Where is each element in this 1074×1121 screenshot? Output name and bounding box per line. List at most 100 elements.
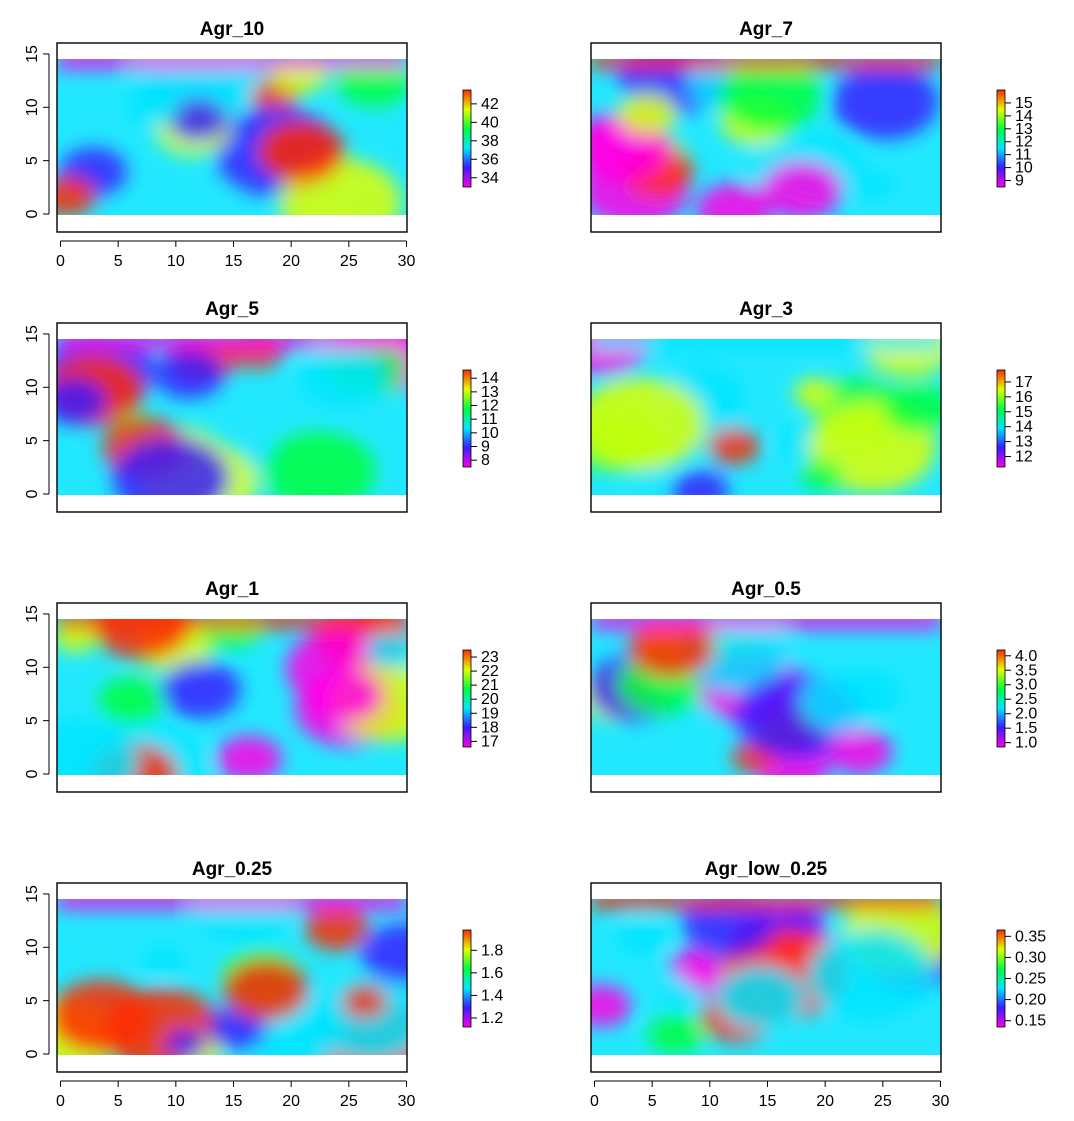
x-tick-label: 10 <box>167 1093 185 1110</box>
colorbar-label: 9 <box>481 439 490 456</box>
panel-title: Agr_0.5 <box>731 579 801 600</box>
panel-agr-low-0-25: Agr_low_0.25 0 5 10 15 20 25 30 0.15 0.20 0.25 0.30… <box>590 859 1046 1110</box>
panel-frame <box>56 42 408 233</box>
y-tick-label: 15 <box>24 325 41 343</box>
y-tick-label: 10 <box>24 98 41 116</box>
colorbar-label: 14 <box>1015 108 1033 125</box>
colorbar-bar <box>462 929 472 1028</box>
colorbar-label: 0.15 <box>1015 1013 1046 1030</box>
panel-frame <box>590 882 942 1073</box>
x-tick-label: 5 <box>114 253 123 270</box>
colorbar-label: 11 <box>481 411 498 428</box>
colorbar-label: 40 <box>481 114 499 131</box>
colorbar-label: 1.5 <box>1015 720 1037 737</box>
y-tick-label: 15 <box>24 885 41 903</box>
colorbar-bar <box>996 369 1006 468</box>
colorbar-label: 0.35 <box>1015 928 1046 945</box>
colorbar-label: 8 <box>481 452 490 469</box>
panel-title: Agr_0.25 <box>192 859 273 880</box>
x-tick-label: 25 <box>340 1093 358 1110</box>
y-tick-label: 10 <box>24 938 41 956</box>
y-tick-label: 0 <box>24 1049 41 1058</box>
x-tick-label: 15 <box>225 1093 243 1110</box>
panel-frame <box>590 322 942 513</box>
x-tick-label: 0 <box>56 1093 65 1110</box>
colorbar-label: 16 <box>1015 389 1033 406</box>
colorbar-label: 2.0 <box>1015 706 1037 723</box>
colorbar-label: 23 <box>481 649 499 666</box>
colorbar-bar <box>996 89 1006 188</box>
x-tick-label: 5 <box>648 1093 657 1110</box>
colorbar-label: 14 <box>1015 419 1033 436</box>
heat-field <box>57 899 407 1055</box>
x-tick-label: 15 <box>759 1093 777 1110</box>
x-tick-label: 0 <box>590 1093 599 1110</box>
heat-field <box>591 339 941 495</box>
colorbar-bar <box>462 369 472 468</box>
colorbar-label: 2.5 <box>1015 691 1037 708</box>
x-tick-label: 10 <box>167 253 185 270</box>
y-tick-label: 5 <box>24 156 41 165</box>
y-tick-label: 10 <box>24 378 41 396</box>
y-tick-label: 0 <box>24 489 41 498</box>
y-tick-label: 5 <box>24 996 41 1005</box>
colorbar-label: 19 <box>481 705 499 722</box>
colorbar-label: 42 <box>481 96 499 113</box>
panel-title: Agr_3 <box>739 299 793 320</box>
x-tick-label: 5 <box>114 1093 123 1110</box>
colorbar-label: 17 <box>481 733 499 750</box>
colorbar-label: 1.0 <box>1015 735 1037 752</box>
colorbar: 0.15 0.20 0.25 0.30 0.35 <box>996 928 1046 1030</box>
colorbar-label: 11 <box>1015 147 1032 164</box>
x-tick-label: 25 <box>874 1093 892 1110</box>
colorbar-label: 9 <box>1015 173 1024 190</box>
colorbar-label: 34 <box>481 170 499 187</box>
panel-title: Agr_7 <box>739 19 793 40</box>
panel-frame <box>56 602 408 793</box>
colorbar-label: 1.6 <box>481 965 503 982</box>
heat-field <box>57 619 407 775</box>
x-tick-label: 10 <box>701 1093 719 1110</box>
colorbar-label: 13 <box>1015 121 1033 138</box>
panel-frame <box>56 882 408 1073</box>
x-tick-label: 30 <box>398 1093 416 1110</box>
colorbar: 1.01.52.02.53.03.54.0 <box>996 648 1037 752</box>
colorbar-label: 15 <box>1015 95 1033 112</box>
colorbar-label: 13 <box>1015 434 1033 451</box>
colorbar-label: 38 <box>481 133 499 150</box>
panel-frame <box>56 322 408 513</box>
colorbar-label: 10 <box>1015 160 1033 177</box>
y-tick-label: 0 <box>24 769 41 778</box>
colorbar-label: 14 <box>481 370 499 387</box>
colorbar-label: 4.0 <box>1015 648 1037 665</box>
colorbar-label: 13 <box>481 384 499 401</box>
colorbar-label: 0.25 <box>1015 971 1046 988</box>
colorbar-bar <box>462 649 472 748</box>
x-tick-label: 0 <box>56 253 65 270</box>
colorbar-bar <box>996 649 1006 748</box>
heat-field <box>57 339 407 495</box>
x-tick-label: 25 <box>340 253 358 270</box>
panel-title: Agr_1 <box>205 579 259 600</box>
heat-field <box>591 619 941 775</box>
panel-title: Agr_low_0.25 <box>705 859 828 880</box>
y-tick-label: 15 <box>24 605 41 623</box>
y-tick-label: 0 <box>24 209 41 218</box>
x-tick-label: 15 <box>225 253 243 270</box>
colorbar-label: 18 <box>481 719 499 736</box>
colorbar-label: 1.2 <box>481 1010 503 1027</box>
colorbar-label: 3.0 <box>1015 677 1037 694</box>
colorbar-label: 12 <box>1015 134 1033 151</box>
heat-field <box>591 899 941 1055</box>
panel-frame <box>590 42 942 233</box>
y-tick-label: 5 <box>24 436 41 445</box>
